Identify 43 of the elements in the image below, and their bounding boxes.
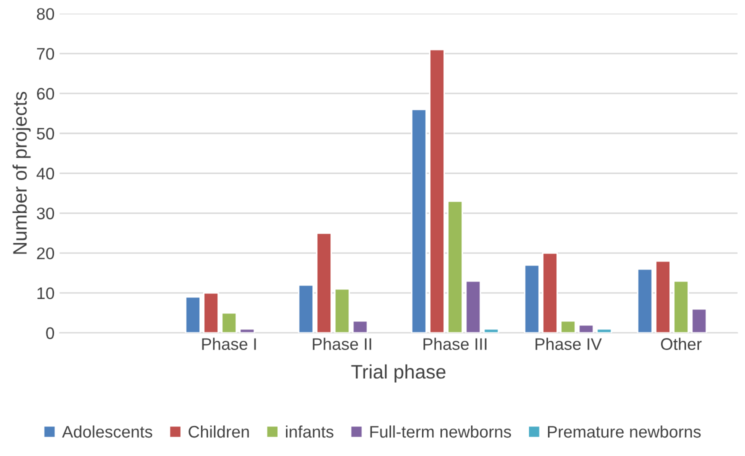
bar bbox=[239, 328, 256, 333]
bar bbox=[447, 200, 463, 333]
bar bbox=[298, 284, 314, 333]
x-tick-label: Phase I bbox=[202, 338, 256, 350]
bar bbox=[542, 252, 558, 333]
bar bbox=[578, 324, 594, 333]
x-tick-label: Other bbox=[661, 338, 702, 350]
legend-label: infants bbox=[286, 425, 334, 438]
x-tick-label: Phase II bbox=[312, 338, 372, 350]
bar bbox=[673, 280, 689, 333]
legend-label: Premature newborns bbox=[548, 425, 701, 438]
bar bbox=[524, 264, 540, 333]
bar bbox=[221, 312, 238, 333]
bar bbox=[465, 280, 482, 333]
bar bbox=[636, 268, 653, 333]
bar bbox=[316, 232, 332, 333]
y-tick-label: 60 bbox=[37, 88, 54, 100]
x-tick-label: Phase III bbox=[424, 338, 486, 350]
bar bbox=[185, 296, 201, 333]
y-axis-title: Number of projects bbox=[12, 92, 31, 254]
bar bbox=[483, 328, 500, 333]
y-tick-label: 50 bbox=[36, 128, 54, 140]
y-tick-label: 20 bbox=[37, 247, 54, 260]
y-tick-label: 40 bbox=[36, 168, 54, 180]
bar bbox=[203, 292, 219, 333]
x-axis-title: Trial phase bbox=[351, 364, 446, 383]
y-tick-label: 0 bbox=[46, 327, 54, 340]
y-tick-label: 80 bbox=[36, 8, 54, 20]
bar bbox=[560, 320, 576, 333]
bar bbox=[410, 108, 427, 333]
bar bbox=[352, 320, 368, 333]
legend-label: Full-term newborns bbox=[370, 425, 512, 438]
x-tick-label: Phase IV bbox=[536, 338, 602, 350]
legend-label: Children bbox=[188, 425, 249, 438]
bar bbox=[334, 288, 350, 333]
y-tick-label: 70 bbox=[37, 48, 54, 60]
y-tick-label: 10 bbox=[37, 287, 54, 300]
legend-label: Adolescents bbox=[62, 425, 152, 438]
bar bbox=[429, 48, 445, 333]
bar bbox=[596, 328, 612, 333]
bar bbox=[655, 260, 671, 333]
y-tick-label: 30 bbox=[36, 208, 54, 220]
bar bbox=[691, 308, 708, 333]
